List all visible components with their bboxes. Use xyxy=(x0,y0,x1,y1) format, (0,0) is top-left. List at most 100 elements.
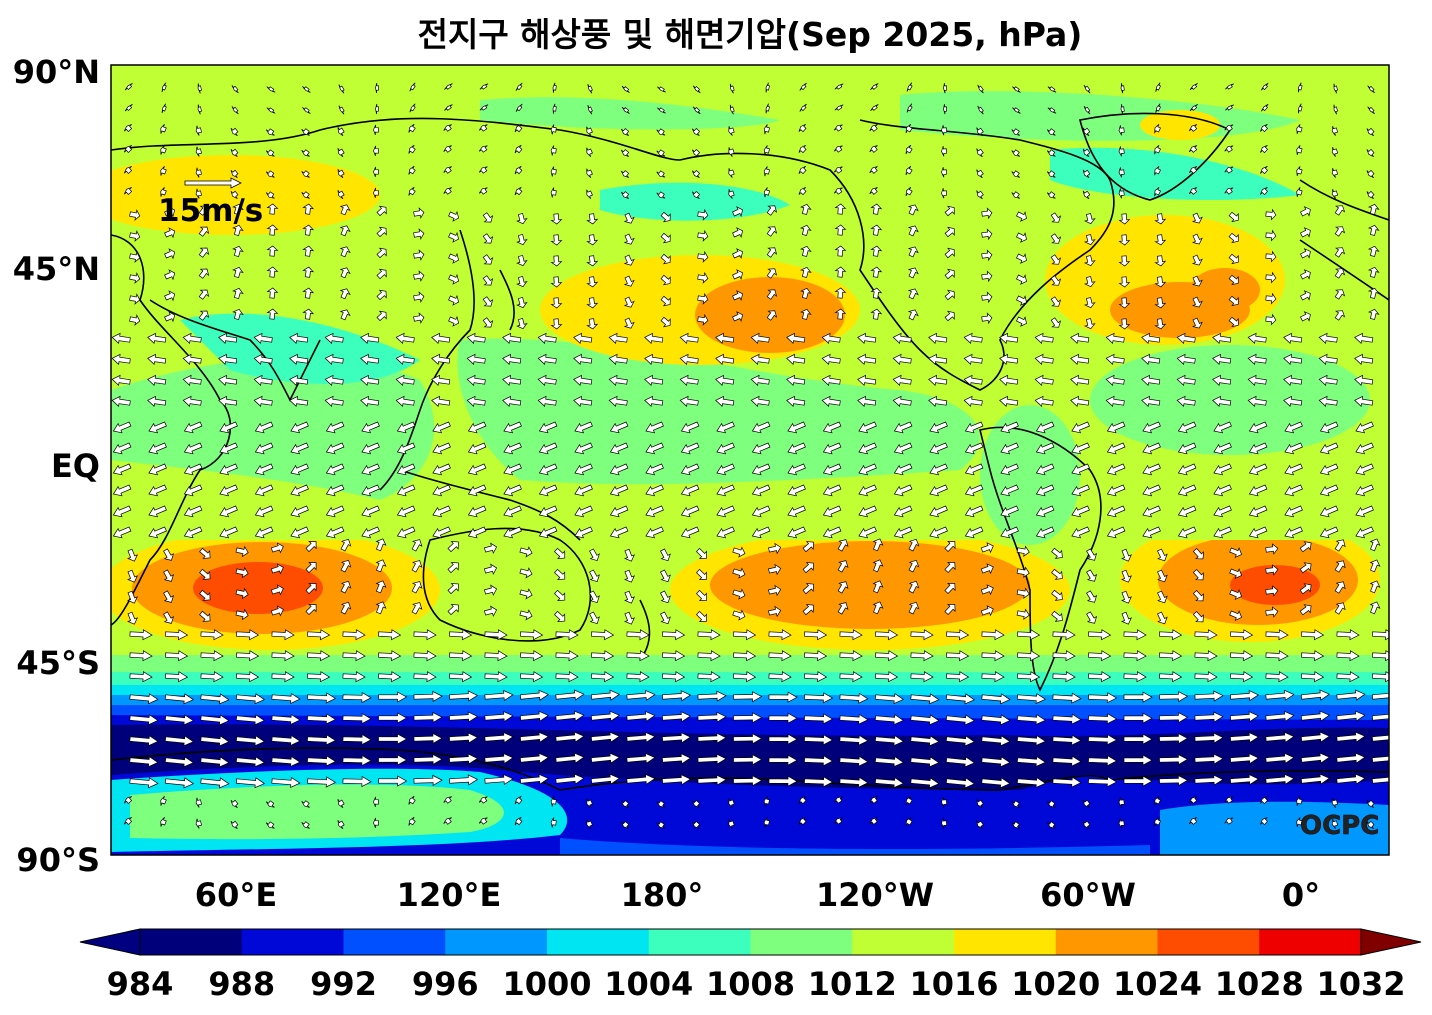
wind-arrow-icon xyxy=(1319,442,1339,455)
wind-arrow-icon xyxy=(1177,442,1197,455)
wind-arrow-icon xyxy=(301,128,310,136)
wind-arrow-icon xyxy=(763,166,770,177)
wind-arrow-icon xyxy=(768,650,792,662)
wind-arrow-icon xyxy=(1188,145,1198,153)
wind-arrow-icon xyxy=(907,267,919,279)
wind-arrow-icon xyxy=(870,245,883,257)
wind-arrow-icon xyxy=(857,374,877,387)
wind-arrow-icon xyxy=(127,548,138,562)
wind-arrow-icon xyxy=(766,289,778,300)
wind-arrow-icon xyxy=(804,734,834,746)
wind-arrow-icon xyxy=(484,731,514,744)
wind-arrow-icon xyxy=(910,671,934,683)
wind-arrow-icon xyxy=(265,191,275,199)
wind-arrow-icon xyxy=(550,124,557,135)
wind-arrow-icon xyxy=(733,629,757,641)
wind-arrow-icon xyxy=(1016,232,1027,243)
wind-arrow-icon xyxy=(732,567,746,579)
wind-arrow-icon xyxy=(798,165,807,175)
wind-arrow-icon xyxy=(574,505,593,518)
reference-vector: 15m/s xyxy=(158,177,263,229)
wind-arrow-icon xyxy=(1248,463,1268,476)
wind-arrow-icon xyxy=(839,734,869,746)
wind-arrow-icon xyxy=(834,203,847,215)
wind-arrow-icon xyxy=(751,505,771,518)
wind-arrow-icon xyxy=(1297,103,1303,114)
wind-arrow-icon xyxy=(199,568,211,580)
wind-arrow-icon xyxy=(733,650,757,662)
wind-arrow-icon xyxy=(550,796,557,807)
wind-arrow-icon xyxy=(129,693,159,705)
wind-arrow-icon xyxy=(908,601,920,615)
wind-arrow-icon xyxy=(164,290,176,302)
wind-arrow-icon xyxy=(129,650,153,662)
wind-arrow-icon xyxy=(1300,752,1331,764)
wind-arrow-icon xyxy=(165,650,189,662)
wind-arrow-icon xyxy=(1188,166,1198,174)
wind-arrow-icon xyxy=(590,752,621,764)
wind-arrow-icon xyxy=(342,691,372,704)
wind-arrow-icon xyxy=(1247,374,1267,387)
wind-arrow-icon xyxy=(620,170,630,178)
wind-arrow-icon xyxy=(980,584,994,596)
antarctic-high xyxy=(560,838,1150,855)
wind-arrow-icon xyxy=(1283,395,1303,408)
wind-arrow-icon xyxy=(822,505,842,518)
wind-arrow-icon xyxy=(1011,149,1021,157)
wind-arrow-icon xyxy=(608,332,628,345)
wind-arrow-icon xyxy=(1334,581,1346,594)
wind-arrow-icon xyxy=(360,332,380,345)
wind-arrow-icon xyxy=(307,734,337,746)
wind-arrow-icon xyxy=(661,711,692,723)
wind-arrow-icon xyxy=(482,296,494,307)
wind-arrow-icon xyxy=(964,505,984,518)
wind-arrow-icon xyxy=(129,756,159,768)
wind-arrow-icon xyxy=(763,124,770,135)
wind-arrow-icon xyxy=(1016,295,1027,306)
wind-arrow-icon xyxy=(270,563,284,575)
wind-arrow-icon xyxy=(834,308,847,320)
wind-arrow-icon xyxy=(586,234,599,246)
wind-arrow-icon xyxy=(342,712,372,725)
wind-arrow-icon xyxy=(1141,332,1161,345)
wind-arrow-icon xyxy=(822,484,842,497)
wind-arrow-icon xyxy=(874,734,905,747)
wind-arrow-icon xyxy=(164,248,176,260)
wind-arrow-icon xyxy=(1191,212,1203,224)
wind-arrow-icon xyxy=(976,148,984,158)
wind-arrow-icon xyxy=(443,817,452,825)
wind-arrow-icon xyxy=(301,800,310,808)
wind-arrow-icon xyxy=(307,671,331,683)
wind-arrow-icon xyxy=(478,166,488,174)
wind-arrow-icon xyxy=(1159,629,1183,641)
wind-arrow-icon xyxy=(609,526,629,539)
wind-arrow-icon xyxy=(307,755,337,767)
wind-arrow-icon xyxy=(1331,188,1339,199)
wind-arrow-icon xyxy=(1300,773,1331,785)
wind-arrow-icon xyxy=(408,165,416,175)
wind-arrow-icon xyxy=(111,353,131,366)
wind-arrow-icon xyxy=(373,166,379,178)
wind-arrow-icon xyxy=(1247,395,1267,408)
wind-arrow-icon xyxy=(1334,539,1346,552)
wind-arrow-icon xyxy=(519,546,533,558)
wind-arrow-icon xyxy=(253,395,273,408)
wind-arrow-icon xyxy=(941,146,947,157)
wind-arrow-icon xyxy=(1123,775,1153,787)
wind-arrow-icon xyxy=(161,82,167,93)
wind-arrow-icon xyxy=(302,203,315,215)
wind-arrow-icon xyxy=(981,629,1005,641)
wind-arrow-icon xyxy=(763,817,770,828)
wind-arrow-icon xyxy=(254,421,274,434)
wind-arrow-icon xyxy=(254,505,274,518)
wind-arrow-icon xyxy=(945,714,976,726)
wind-arrow-icon xyxy=(271,713,301,725)
wind-arrow-icon xyxy=(129,251,141,263)
wind-arrow-icon xyxy=(1230,629,1254,641)
wind-arrow-icon xyxy=(1300,248,1311,259)
wind-arrow-icon xyxy=(732,269,744,281)
antarctic-high xyxy=(130,784,504,840)
wind-arrow-icon xyxy=(236,629,260,641)
wind-arrow-icon xyxy=(1154,186,1161,197)
wind-arrow-icon xyxy=(1248,442,1268,455)
